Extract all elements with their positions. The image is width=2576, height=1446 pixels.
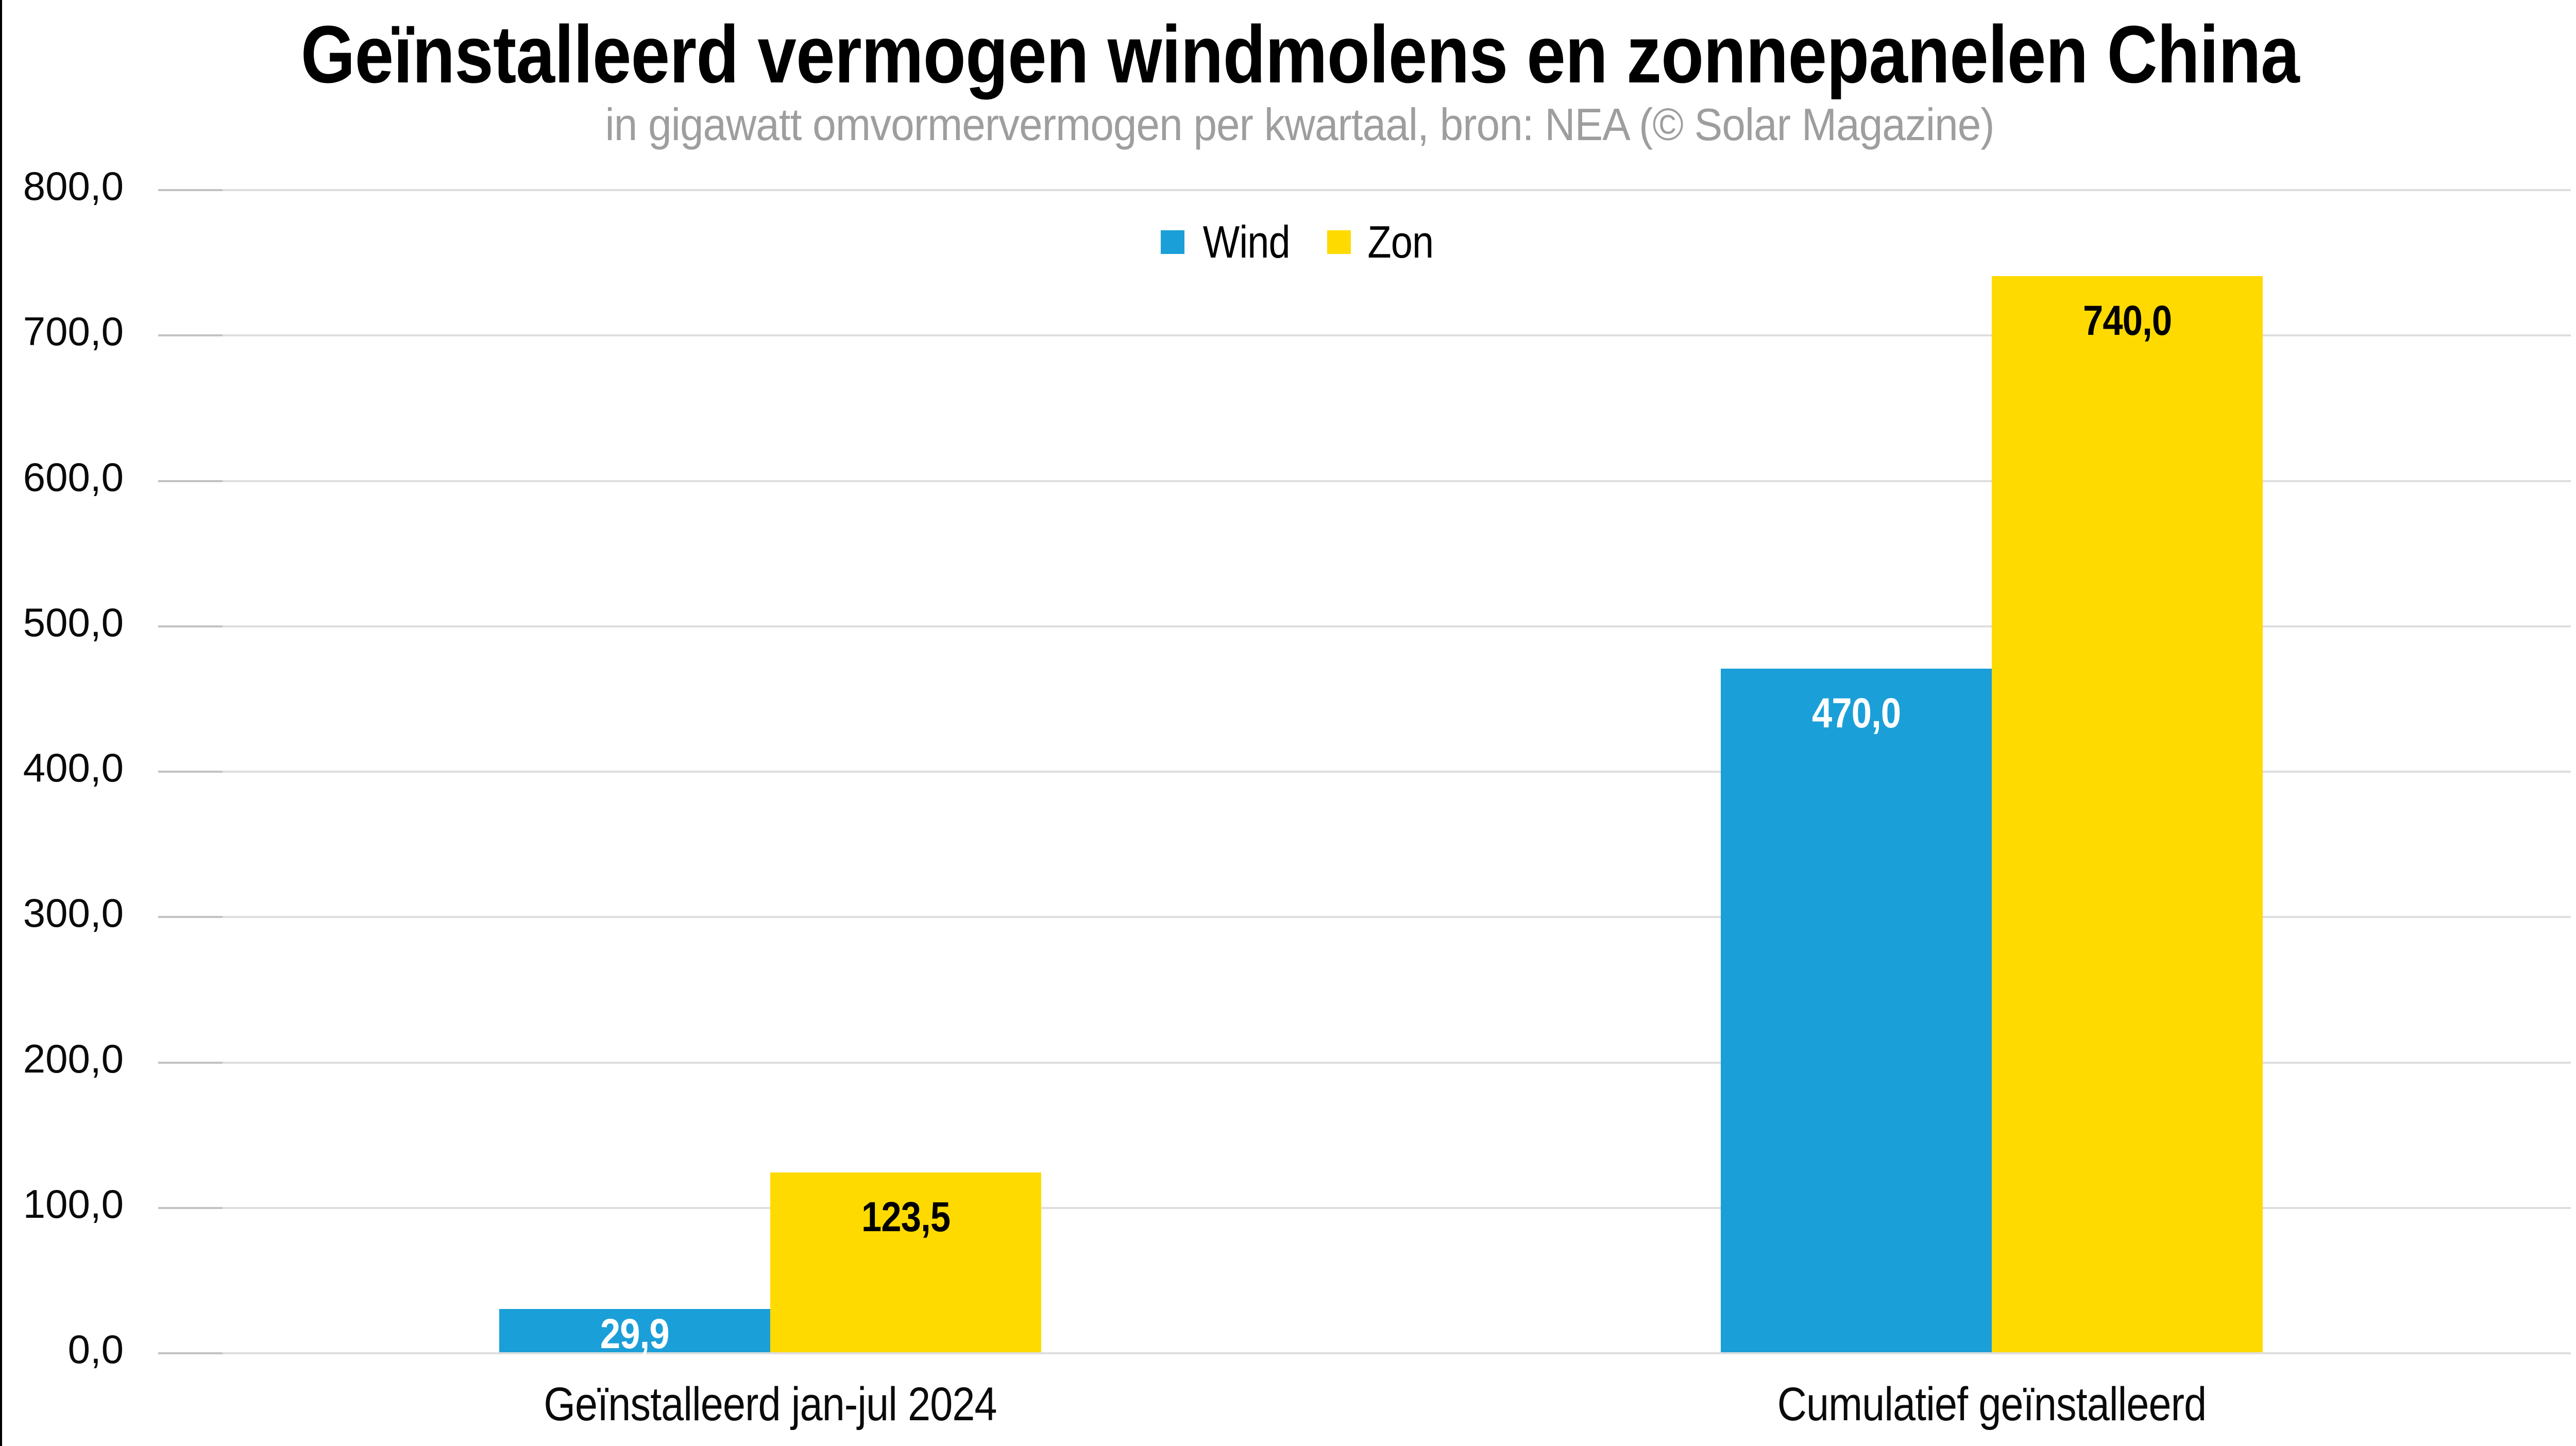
gridline-100	[158, 1206, 2571, 1209]
y-axis-tick-label-400: 400,0	[23, 745, 124, 790]
x-axis-category-label-1: Geïnstalleerd jan-jul 2024	[544, 1378, 997, 1431]
chart-subtitle: in gigawatt omvormervermogen per kwartaa…	[0, 99, 2576, 150]
wind-legend-swatch	[1161, 230, 1185, 254]
y-axis-tick-label-200: 200,0	[23, 1035, 124, 1081]
y-axis-tick-100	[158, 1206, 223, 1209]
zon-legend-swatch	[1327, 230, 1351, 254]
window-left-border	[0, 0, 2, 1446]
y-axis-tick-400	[158, 771, 223, 773]
y-axis-tick-label-300: 300,0	[23, 890, 124, 936]
chart-title: Geïnstalleerd vermogen windmolens en zon…	[0, 8, 2576, 102]
y-axis-tick-0	[158, 1352, 223, 1354]
y-axis-tick-label-700: 700,0	[23, 309, 124, 354]
y-axis-tick-500	[158, 625, 223, 627]
bar-value-label-zon-2: 740,0	[2082, 297, 2172, 345]
gridline-600	[158, 480, 2571, 482]
y-axis-tick-label-600: 600,0	[23, 454, 124, 500]
bar-value-label-wind-2: 470,0	[1811, 690, 1901, 737]
y-axis-tick-label-800: 800,0	[23, 163, 124, 209]
bar-value-label-wind-1: 29,9	[600, 1310, 670, 1357]
y-axis-tick-700	[158, 334, 223, 337]
x-axis-category-label-2: Cumulatief geïnstalleerd	[1777, 1378, 2207, 1431]
bar-wind-2: 470,0	[1721, 669, 1992, 1352]
legend: Wind Zon	[0, 219, 2576, 265]
legend-item-zon: Zon	[1327, 219, 1439, 265]
y-axis-tick-600	[158, 480, 223, 482]
bar-wind-1: 29,9	[499, 1308, 770, 1357]
gridline-800	[158, 189, 2571, 191]
bar-zon-1: 123,5	[770, 1172, 1041, 1352]
y-axis-tick-label-500: 500,0	[23, 599, 124, 645]
gridline-400	[158, 771, 2571, 773]
gridline-300	[158, 916, 2571, 918]
gridline-0	[158, 1352, 2571, 1354]
y-axis-tick-label-0: 0,0	[67, 1326, 124, 1372]
bar-zon-2: 740,0	[1992, 276, 2263, 1352]
legend-item-wind: Wind	[1161, 219, 1297, 265]
gridline-500	[158, 625, 2571, 627]
chart-title-text: Geïnstalleerd vermogen windmolens en zon…	[300, 9, 2300, 100]
y-axis-tick-300	[158, 916, 223, 918]
y-axis-tick-200	[158, 1061, 223, 1064]
chart-subtitle-text: in gigawatt omvormervermogen per kwartaa…	[605, 99, 1995, 150]
gridline-200	[158, 1061, 2571, 1064]
y-axis-tick-800	[158, 189, 223, 191]
bar-value-label-zon-1: 123,5	[861, 1194, 951, 1241]
gridline-700	[158, 334, 2571, 337]
wind-legend-label: Wind	[1203, 216, 1291, 267]
zon-legend-label: Zon	[1367, 216, 1434, 267]
y-axis-tick-label-100: 100,0	[23, 1181, 124, 1227]
